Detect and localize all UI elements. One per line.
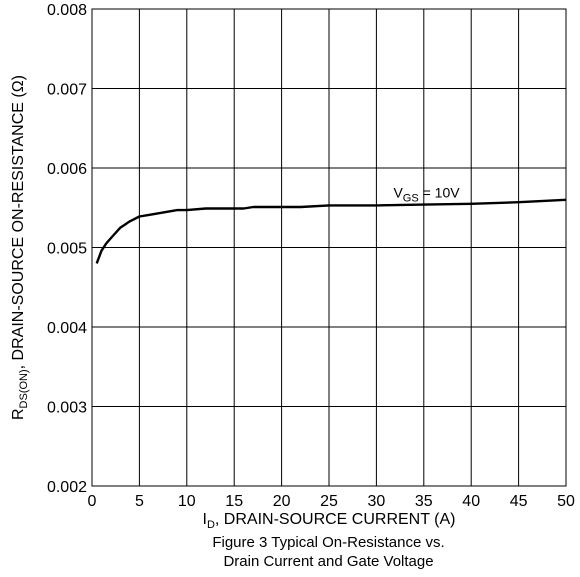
- figure-caption: Figure 3 Typical On-Resistance vs. Drain…: [92, 533, 565, 571]
- x-tick-label: 10: [178, 493, 196, 510]
- x-tick-label: 5: [135, 493, 144, 510]
- y-tick-label: 0.006: [47, 161, 87, 178]
- x-tick-label: 45: [510, 493, 528, 510]
- x-tick-label: 35: [415, 493, 433, 510]
- x-tick-label: 50: [557, 493, 575, 510]
- plot-frame: [91, 8, 567, 487]
- y-axis-label-sub: DS(ON): [18, 369, 30, 408]
- series-label: VGS = 10V: [393, 185, 460, 205]
- y-tick-label: 0.007: [47, 82, 87, 99]
- x-axis-label-rest: , DRAIN-SOURCE CURRENT (A): [215, 511, 456, 528]
- series-label-main: V: [393, 185, 403, 201]
- y-tick-label: 0.005: [47, 241, 87, 258]
- x-tick-label: 30: [368, 493, 386, 510]
- caption-line-2: Drain Current and Gate Voltage: [223, 553, 434, 570]
- series-line-vgs-10v: [95, 198, 567, 264]
- y-tick-labels: 0.002 0.003 0.004 0.005 0.006 0.007 0.008: [47, 2, 87, 496]
- x-axis-label-sub: D: [207, 519, 215, 531]
- x-tick-label: 20: [273, 493, 291, 510]
- y-tick-label: 0.002: [47, 479, 87, 496]
- series-label-rest: = 10V: [419, 185, 461, 201]
- x-tick-label: 40: [462, 493, 480, 510]
- y-axis-label-main: R: [10, 408, 27, 420]
- grid: [92, 9, 566, 486]
- x-axis-label: ID, DRAIN-SOURCE CURRENT (A): [202, 511, 455, 531]
- y-tick-label: 0.003: [47, 400, 87, 417]
- x-tick-label: 15: [225, 493, 243, 510]
- y-tick-label: 0.004: [47, 320, 87, 337]
- x-tick-label: 0: [88, 493, 97, 510]
- y-axis-label: RDS(ON), DRAIN-SOURCE ON-RESISTANCE (Ω): [10, 75, 30, 420]
- y-axis-label-rest: , DRAIN-SOURCE ON-RESISTANCE (Ω): [10, 75, 27, 369]
- x-tick-labels: 0 5 10 15 20 25 30 35 40 45 50: [88, 493, 575, 510]
- series-label-sub: GS: [403, 193, 419, 205]
- caption-line-1: Figure 3 Typical On-Resistance vs.: [212, 534, 445, 551]
- y-tick-label: 0.008: [47, 2, 87, 19]
- x-axis-label-main: I: [202, 511, 206, 528]
- x-tick-label: 25: [320, 493, 338, 510]
